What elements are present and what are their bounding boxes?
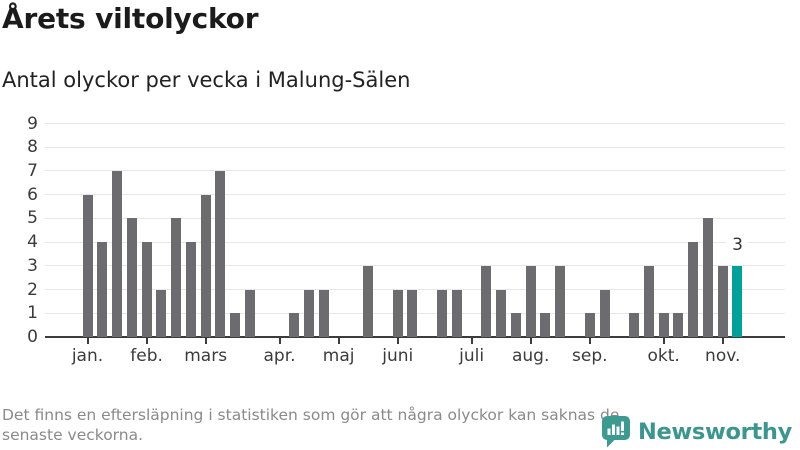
month-tick — [662, 338, 665, 344]
month-label: feb. — [130, 346, 163, 366]
bar — [200, 194, 211, 337]
bar-highlighted — [732, 265, 743, 337]
bar — [540, 313, 551, 337]
month-label: aug. — [511, 346, 550, 366]
month-tick — [529, 338, 532, 344]
footnote: Det finns en eftersläpning i statistiken… — [2, 406, 619, 445]
month-label: juni — [382, 346, 414, 366]
bar — [141, 242, 152, 337]
bar — [97, 242, 108, 337]
bar — [363, 265, 374, 337]
bar — [451, 289, 462, 337]
bar — [584, 313, 595, 337]
gridline — [45, 217, 785, 219]
y-tick-label: 3 — [27, 255, 38, 276]
gridline — [45, 194, 785, 196]
bar — [215, 170, 226, 337]
y-tick-label: 1 — [27, 303, 38, 324]
bar — [82, 194, 93, 337]
bar — [599, 289, 610, 337]
gridline — [45, 170, 785, 172]
bar — [673, 313, 684, 337]
y-tick-label: 9 — [27, 113, 38, 134]
month-tick — [721, 338, 724, 344]
y-tick-label: 6 — [27, 184, 38, 205]
y-tick-label: 5 — [27, 208, 38, 229]
gridline — [45, 241, 785, 243]
y-tick-label: 2 — [27, 279, 38, 300]
bar — [244, 289, 255, 337]
bar — [112, 170, 123, 337]
month-label: okt. — [647, 346, 680, 366]
bar — [230, 313, 241, 337]
bar — [481, 265, 492, 337]
chart-subtitle: Antal olyckor per vecka i Malung-Sälen — [2, 68, 411, 92]
bar — [688, 242, 699, 337]
bar — [525, 265, 536, 337]
bar — [289, 313, 300, 337]
y-tick-label: 7 — [27, 160, 38, 181]
branding-name: Newsworthy — [637, 418, 792, 445]
month-tick — [204, 338, 207, 344]
y-tick-label: 0 — [27, 327, 38, 347]
month-label: juli — [459, 346, 485, 366]
month-tick — [396, 338, 399, 344]
bar — [304, 289, 315, 337]
month-tick — [470, 338, 473, 344]
month-label: maj — [322, 346, 355, 366]
month-tick — [145, 338, 148, 344]
gridline — [45, 123, 785, 125]
bar — [126, 218, 137, 337]
y-tick-label: 4 — [27, 232, 38, 253]
bar — [318, 289, 329, 337]
bar — [392, 289, 403, 337]
gridline — [45, 265, 785, 267]
month-tick — [86, 338, 89, 344]
month-tick — [278, 338, 281, 344]
bar — [643, 265, 654, 337]
newsworthy-speech-bubble-bar-chart-icon — [601, 415, 631, 448]
bar — [555, 265, 566, 337]
month-label: mars — [184, 346, 228, 366]
footnote-line-2: senaste veckorna. — [2, 425, 144, 444]
bar — [185, 242, 196, 337]
bar — [496, 289, 507, 337]
chart-title: Årets viltolyckor — [2, 2, 259, 35]
bar — [171, 218, 182, 337]
value-label: 3 — [726, 234, 749, 255]
gridline — [45, 146, 785, 148]
bar — [437, 289, 448, 337]
bar — [156, 289, 167, 337]
month-tick — [588, 338, 591, 344]
month-label: apr. — [263, 346, 296, 366]
branding-logo: Newsworthy — [601, 415, 792, 448]
bar — [702, 218, 713, 337]
bar — [658, 313, 669, 337]
footnote-line-1: Det finns en eftersläpning i statistiken… — [2, 406, 620, 424]
month-label: nov. — [705, 346, 741, 366]
month-label: sep. — [572, 346, 608, 366]
bar — [407, 289, 418, 337]
month-tick — [337, 338, 340, 344]
bar — [629, 313, 640, 337]
month-label: jan. — [71, 346, 104, 366]
bar — [717, 265, 728, 337]
y-tick-label: 8 — [27, 137, 38, 158]
bar — [510, 313, 521, 337]
